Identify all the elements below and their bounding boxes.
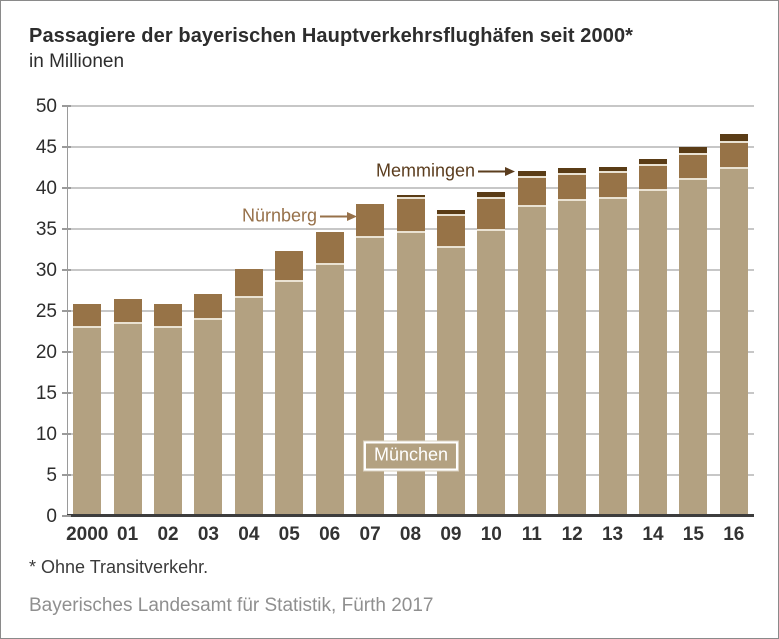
memmingen-annotation-label: Memmingen	[375, 160, 475, 181]
y-tick-label-0: 0	[46, 506, 57, 527]
bar-06-muenchen-segment	[315, 265, 344, 516]
arrow-right-icon	[320, 211, 357, 221]
bar-04-muenchen-segment	[234, 297, 263, 516]
y-tick-45	[62, 146, 71, 148]
bar-11-memmingen-segment	[517, 170, 546, 179]
x-tick-label-13: 13	[601, 524, 624, 545]
bar-2000-nuernberg-segment	[73, 304, 102, 329]
bar-15-muenchen-segment	[679, 179, 708, 516]
y-tick-label-10: 10	[35, 424, 57, 445]
x-tick-label-06: 06	[319, 524, 341, 545]
bar-15-nuernberg-segment	[679, 155, 708, 180]
bar-08-memmingen-segment	[396, 194, 425, 199]
y-tick-label-35: 35	[35, 219, 57, 240]
y-tick-label-45: 45	[35, 137, 57, 158]
x-tick-label-12: 12	[561, 524, 583, 545]
x-tick-label-07: 07	[359, 524, 381, 545]
bar-10-nuernberg-segment	[477, 198, 506, 232]
y-tick-label-40: 40	[35, 178, 57, 199]
y-tick-label-50: 50	[35, 96, 57, 117]
nuernberg-annotation-label: Nürnberg	[241, 205, 317, 226]
chart-subtitle: in Millionen	[29, 51, 125, 72]
x-tick-label-14: 14	[642, 524, 664, 545]
bar-13-memmingen-segment	[598, 166, 627, 174]
x-tick-label-10: 10	[480, 524, 502, 545]
x-tick-label-15: 15	[682, 524, 704, 545]
bar-02-nuernberg-segment	[154, 303, 183, 329]
bar-16-memmingen-segment	[719, 133, 748, 143]
x-tick-label-2000: 2000	[66, 524, 109, 545]
plot-area: Nürnberg Memmingen München	[67, 105, 754, 516]
bar-07-nuernberg-segment	[356, 204, 385, 239]
bar-04-nuernberg-segment	[234, 269, 263, 298]
x-tick-label-04: 04	[238, 524, 260, 545]
bar-08-muenchen-segment	[396, 233, 425, 516]
bar-14-memmingen-segment	[638, 159, 667, 166]
y-tick-40	[62, 187, 71, 189]
bar-05-nuernberg-segment	[275, 251, 304, 283]
x-tick-label-09: 09	[440, 524, 462, 545]
nuernberg-annotation: Nürnberg	[242, 206, 357, 227]
y-tick-label-25: 25	[35, 301, 57, 322]
y-tick-20	[62, 351, 71, 353]
y-tick-label-15: 15	[35, 383, 57, 404]
bar-15-memmingen-segment	[679, 147, 708, 156]
x-tick-label-02: 02	[157, 524, 179, 545]
bar-16-muenchen-segment	[719, 169, 748, 516]
y-tick-label-30: 30	[35, 260, 57, 281]
bar-14-nuernberg-segment	[638, 165, 667, 192]
bar-11-muenchen-segment	[517, 206, 546, 516]
bar-2000-muenchen-segment	[73, 328, 102, 516]
x-tick-label-05: 05	[278, 524, 300, 545]
bar-10-memmingen-segment	[477, 192, 506, 199]
y-tick-0	[62, 515, 71, 517]
gridline-40	[67, 187, 754, 189]
bar-12-muenchen-segment	[558, 201, 587, 516]
bar-13-muenchen-segment	[598, 199, 627, 516]
y-tick-15	[62, 392, 71, 394]
y-tick-10	[62, 433, 71, 435]
bar-09-nuernberg-segment	[436, 215, 465, 248]
bar-03-nuernberg-segment	[194, 293, 223, 321]
bar-14-muenchen-segment	[638, 191, 667, 516]
bar-11-nuernberg-segment	[517, 178, 546, 207]
bar-03-muenchen-segment	[194, 320, 223, 516]
y-tick-25	[62, 310, 71, 312]
x-axis-line	[67, 514, 754, 517]
bar-01-nuernberg-segment	[113, 298, 142, 325]
gridline-50	[67, 105, 754, 107]
y-tick-label-20: 20	[35, 342, 57, 363]
bar-07-muenchen-segment	[356, 238, 385, 516]
x-tick-label-03: 03	[197, 524, 220, 545]
y-tick-label-5: 5	[46, 465, 57, 486]
bar-13-nuernberg-segment	[598, 173, 627, 200]
bar-10-muenchen-segment	[477, 231, 506, 516]
x-tick-label-16: 16	[723, 524, 745, 545]
muenchen-series-label: München	[362, 440, 460, 472]
memmingen-annotation: Memmingen	[376, 161, 515, 182]
bar-09-muenchen-segment	[436, 247, 465, 516]
bar-02-muenchen-segment	[154, 328, 183, 516]
y-tick-50	[62, 105, 71, 107]
y-tick-5	[62, 474, 71, 476]
x-tick-label-11: 11	[521, 524, 542, 545]
x-tick-label-01: 01	[117, 524, 139, 545]
footnote: * Ohne Transitverkehr.	[29, 557, 209, 577]
bar-05-muenchen-segment	[275, 282, 304, 516]
bar-12-nuernberg-segment	[558, 174, 587, 202]
source-attribution: Bayerisches Landesamt für Statistik, Für…	[29, 595, 434, 616]
x-tick-label-08: 08	[399, 524, 422, 545]
bar-12-memmingen-segment	[558, 167, 587, 175]
chart-title: Passagiere der bayerischen Hauptverkehrs…	[29, 25, 634, 47]
y-tick-35	[62, 228, 71, 230]
bar-01-muenchen-segment	[113, 324, 142, 516]
y-tick-30	[62, 269, 71, 271]
arrow-right-icon	[478, 166, 515, 176]
bar-09-memmingen-segment	[436, 210, 465, 216]
bar-08-nuernberg-segment	[396, 198, 425, 234]
bar-06-nuernberg-segment	[315, 232, 344, 266]
gridline-45	[67, 146, 754, 148]
bar-16-nuernberg-segment	[719, 142, 748, 170]
